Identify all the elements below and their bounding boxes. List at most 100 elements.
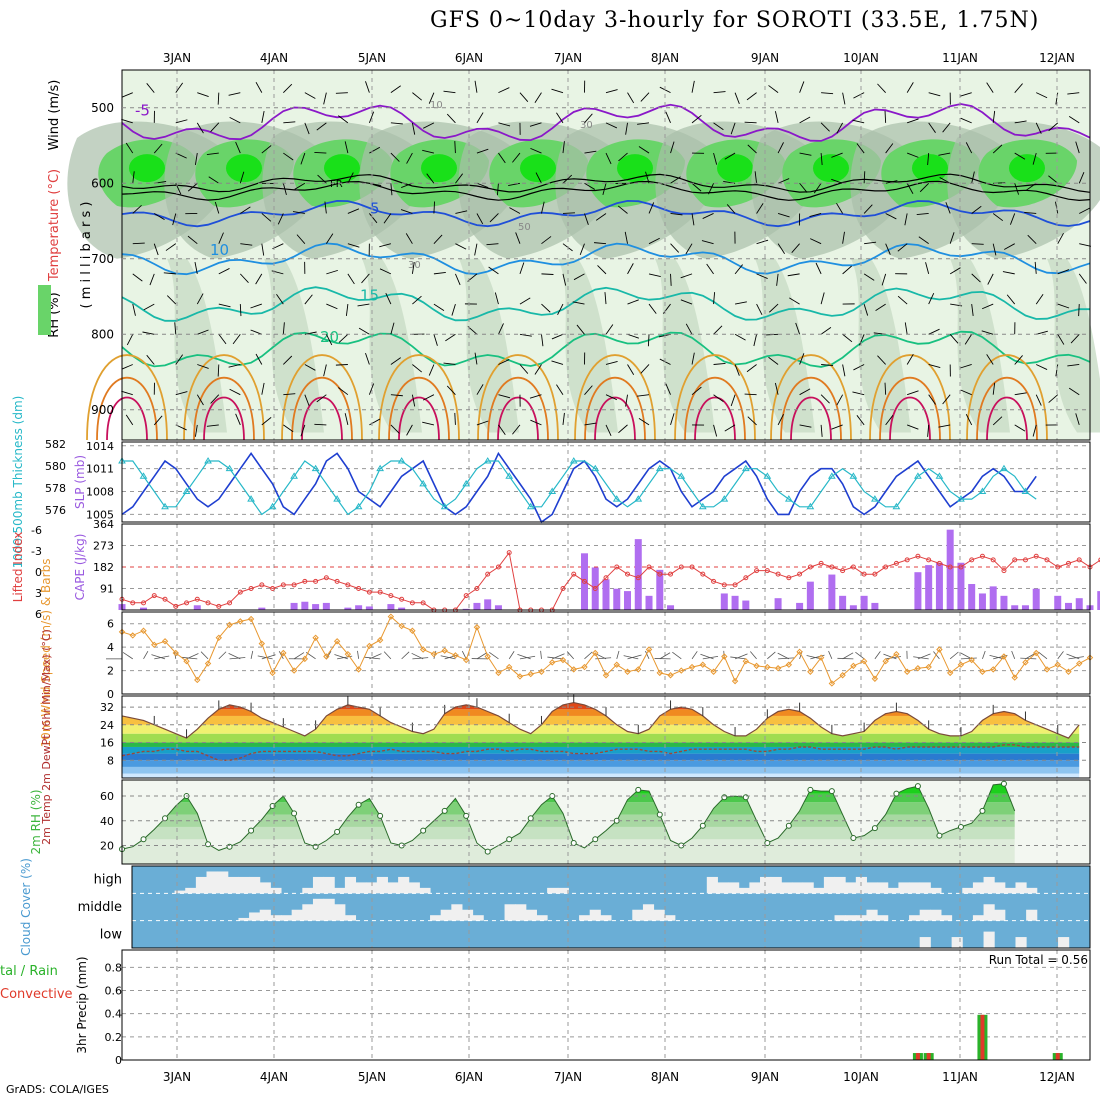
- wind-barb: [347, 208, 360, 214]
- wind10-marker: [527, 670, 534, 678]
- rh2m-marker: [549, 793, 556, 800]
- wind-barb: [541, 334, 544, 347]
- wind10-marker: [645, 646, 653, 653]
- surface-wind-barb: [218, 651, 227, 660]
- cloud-high-bar: [728, 882, 740, 894]
- wind-barb: [304, 394, 310, 407]
- thickness-tick: 580: [45, 460, 66, 473]
- wind-barb: [777, 178, 790, 184]
- isotherm-line: [121, 180, 1091, 202]
- date-label-bottom: 7JAN: [554, 1070, 582, 1084]
- wind-barb: [680, 299, 693, 305]
- lifted-tick: 6: [35, 608, 42, 621]
- wind-barb: [734, 364, 740, 376]
- surface-wind-barb: [566, 651, 575, 660]
- cloud-high-bar: [930, 887, 942, 894]
- lifted-marker: [162, 596, 168, 602]
- wind-barb: [579, 243, 585, 256]
- cape-bar: [925, 565, 933, 610]
- isotherm-label: 15: [360, 286, 379, 304]
- wind-barb: [928, 293, 935, 305]
- cloud-ylabel: Cloud Cover (%): [19, 858, 33, 956]
- rh2m-marker: [334, 828, 341, 835]
- cape-bar: [322, 602, 330, 610]
- wind-barb: [433, 271, 446, 275]
- wind-barb: [519, 297, 531, 305]
- cape-tick: 364: [93, 518, 114, 531]
- cloud-middle-bar: [632, 909, 644, 921]
- cape-bar: [312, 604, 320, 610]
- wind-barb: [949, 267, 961, 275]
- surface-wind-barb: [122, 652, 133, 660]
- wind-barb: [617, 205, 628, 214]
- wind-barb: [691, 213, 695, 226]
- warm-isotherm: [584, 376, 646, 441]
- wind10-marker: [269, 669, 276, 677]
- wind-barb: [210, 394, 220, 404]
- wind10-marker: [688, 663, 696, 671]
- rh-band-mid: [167, 258, 227, 433]
- rh2m-marker: [463, 812, 470, 819]
- run-total: Run Total = 0.56: [989, 953, 1088, 967]
- wind-barb: [992, 382, 996, 395]
- thickness-marker: [182, 487, 191, 495]
- cape-bar: [1054, 595, 1062, 610]
- surface-wind-barb: [151, 654, 166, 660]
- warm-isotherm: [183, 354, 265, 441]
- cloud-high-bar: [813, 887, 825, 894]
- lifted-marker: [581, 578, 587, 584]
- wind10-marker: [1065, 668, 1072, 675]
- wind-barb: [1078, 304, 1080, 317]
- isotherm-label: -5: [135, 101, 150, 119]
- cloud-high-bar: [419, 887, 431, 894]
- wind-barb: [584, 182, 596, 190]
- surface-wind-barb: [229, 657, 246, 660]
- wind-barb: [885, 243, 891, 255]
- cloud-middle-bar: [919, 909, 931, 921]
- wind-barb: [928, 394, 936, 405]
- cloud-high-bar: [1004, 887, 1016, 894]
- wind-barb: [250, 303, 262, 309]
- cloud-high-bar: [717, 882, 729, 894]
- thickness-marker: [548, 487, 557, 495]
- wind-barb: [842, 92, 846, 105]
- lifted-marker: [936, 560, 942, 566]
- wind-barb: [196, 394, 204, 406]
- wind-barb: [670, 413, 675, 426]
- warm-isotherm: [770, 354, 852, 441]
- wind-barb: [960, 364, 972, 369]
- rh2m-marker: [699, 822, 706, 829]
- warm-isotherm: [106, 396, 148, 441]
- wind-barb: [163, 272, 176, 275]
- wind-barb: [153, 415, 163, 426]
- wind-barb: [368, 383, 375, 395]
- wind-barb: [906, 424, 919, 430]
- wind-barb: [541, 303, 551, 313]
- wind-barb: [625, 394, 628, 407]
- surface-wind-barb: [1020, 657, 1037, 660]
- wind-barb: [981, 303, 994, 310]
- temp-band: [122, 733, 1080, 743]
- wind-barb: [488, 266, 499, 275]
- wind10-marker: [194, 676, 201, 684]
- wind-barb: [605, 360, 618, 365]
- warm-isotherm: [281, 354, 363, 441]
- wind-barb: [756, 239, 769, 245]
- lifted-marker: [947, 564, 953, 570]
- cape-bar: [839, 595, 847, 610]
- wind-barb: [734, 92, 740, 105]
- wind-barb: [347, 243, 360, 248]
- wind-barb: [831, 178, 843, 184]
- wind-barb: [713, 325, 723, 335]
- wind-barb: [390, 152, 400, 162]
- rh2m-marker: [979, 807, 986, 814]
- wind-barb: [897, 295, 908, 305]
- rh2m-marker: [506, 836, 513, 843]
- wind-barb: [498, 424, 506, 435]
- wind-barb: [476, 420, 489, 426]
- wind-barb: [691, 80, 695, 93]
- wind-barb: [486, 243, 499, 246]
- wind-barb: [498, 394, 511, 399]
- cape-bar: [774, 598, 782, 610]
- lifted-marker: [657, 571, 663, 577]
